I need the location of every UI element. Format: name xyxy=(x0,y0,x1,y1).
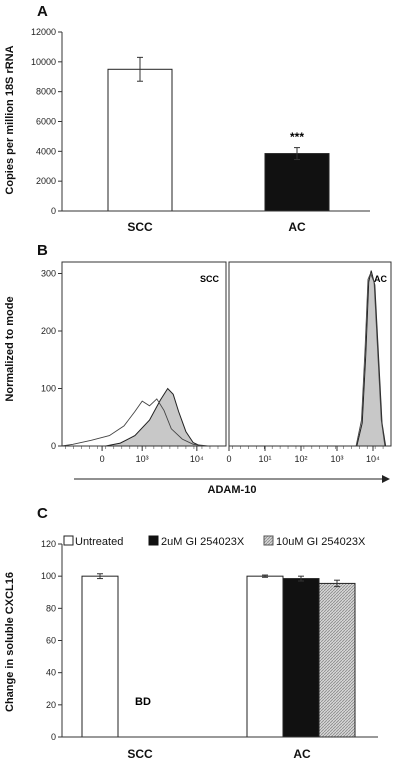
panel-a-y-tick-label: 10000 xyxy=(31,57,56,67)
panel-a-y-tick-label: 6000 xyxy=(36,117,56,127)
panel-c-error-bar xyxy=(97,573,103,580)
panel-b-label-scc: SCC xyxy=(200,274,220,284)
panel-b-scc-x-tick-label: 0 xyxy=(100,454,105,464)
panel-b-ac-x-tick-label: 0 xyxy=(226,454,231,464)
panel-b-ac-outline-histogram xyxy=(229,272,391,447)
panel-b-ac-filled-histogram xyxy=(229,270,391,447)
panel-b-histogram-ac: 0 10¹ 10² 10³ 10⁴ xyxy=(226,270,391,464)
panel-a-y-axis: 0 2000 4000 6000 8000 10000 12000 xyxy=(31,27,62,216)
panel-c-bd-annotation: BD xyxy=(135,696,151,708)
panel-b-letter: B xyxy=(37,242,48,259)
panel-a-y-tick-label: 4000 xyxy=(36,146,56,156)
panel-b-scc-outline-histogram xyxy=(61,398,226,447)
panel-a-error-bar-scc xyxy=(137,56,143,82)
panel-c-legend: Untreated 2uM GI 254023X 10uM GI 254023X xyxy=(63,535,366,548)
panel-a-bar-scc xyxy=(107,68,173,212)
legend-label-10um: 10uM GI 254023X xyxy=(276,536,366,548)
panel-a-y-tick-label: 12000 xyxy=(31,27,56,37)
legend-swatch-untreated xyxy=(63,535,74,546)
panel-c-y-axis: 0 20 40 60 80 100 120 xyxy=(41,539,62,742)
panel-c-y-tick-label: 40 xyxy=(46,668,56,678)
panel-b-ac-x-tick-label: 10² xyxy=(294,454,307,464)
panel-b-y-tick-label: 200 xyxy=(41,326,56,336)
panel-b-y-tick-label: 300 xyxy=(41,269,56,279)
panel-c-error-bar xyxy=(262,574,268,578)
panel-b-xlabel: ADAM-10 xyxy=(208,484,257,496)
panel-b-scc-x-tick-label: 10³ xyxy=(136,454,149,464)
panel-a-category-ac: AC xyxy=(288,220,306,234)
panel-c-category-ac: AC xyxy=(293,747,311,761)
panel-c-y-tick-label: 20 xyxy=(46,700,56,710)
legend-swatch-10um xyxy=(263,535,274,546)
panel-a-significance: *** xyxy=(290,130,304,144)
panel-b-frame-scc xyxy=(61,261,227,447)
panel-c-bar-scc-series-0 xyxy=(81,575,119,738)
panel-c-y-tick-label: 120 xyxy=(41,539,56,549)
panel-c-bars xyxy=(81,573,356,738)
panel-a: A Copies per million 18S rRNA 0 2000 4000 6… xyxy=(4,3,370,234)
panel-c-bar-ac-series-2 xyxy=(318,582,356,738)
panel-b-histogram-scc: 0 10³ 10⁴ xyxy=(61,387,226,464)
panel-a-y-tick-label: 0 xyxy=(51,206,56,216)
panel-c-y-tick-label: 80 xyxy=(46,603,56,613)
panel-b-ac-x-tick-label: 10¹ xyxy=(258,454,271,464)
panel-c-bar-ac-series-0 xyxy=(246,575,284,738)
panel-a-letter: A xyxy=(37,3,48,20)
panel-a-y-tick-label: 8000 xyxy=(36,87,56,97)
panel-c-error-bar xyxy=(334,579,340,588)
panel-c: C Change in soluble CXCL16 0 20 40 60 80 100 1… xyxy=(4,505,378,761)
panel-a-bar-ac xyxy=(264,153,330,212)
legend-swatch-2um xyxy=(148,535,159,546)
panel-b-ac-x-tick-label: 10³ xyxy=(330,454,343,464)
panel-b-scc-x-tick-label: 10⁴ xyxy=(190,454,204,464)
panel-c-y-tick-label: 100 xyxy=(41,571,56,581)
panel-c-category-scc: SCC xyxy=(127,747,153,761)
legend-label-2um: 2uM GI 254023X xyxy=(161,536,245,548)
panel-a-ylabel: Copies per million 18S rRNA xyxy=(4,45,16,194)
panel-a-category-scc: SCC xyxy=(127,220,153,234)
panel-a-y-tick-label: 2000 xyxy=(36,176,56,186)
panel-b-ac-x-tick-label: 10⁴ xyxy=(366,454,380,464)
panel-c-error-bar xyxy=(298,575,304,582)
panel-c-ylabel: Change in soluble CXCL16 xyxy=(4,572,16,712)
panel-b-arrow-head xyxy=(382,475,390,483)
legend-label-untreated: Untreated xyxy=(75,536,123,548)
panel-b-y-tick-label: 0 xyxy=(51,441,56,451)
panel-c-letter: C xyxy=(37,505,48,522)
panel-b-ylabel: Normalized to mode xyxy=(4,296,16,401)
panel-c-y-tick-label: 60 xyxy=(46,636,56,646)
panel-c-bar-ac-series-1 xyxy=(282,578,320,738)
panel-b-y-tick-label: 100 xyxy=(41,384,56,394)
panel-b-label-ac: AC xyxy=(374,274,387,284)
panel-b-scc-filled-histogram xyxy=(62,387,226,447)
panel-b-y-axis: 0 100 200 300 xyxy=(41,269,62,451)
panel-a-error-bar-ac xyxy=(294,147,300,161)
panel-b-frame-ac xyxy=(228,261,392,447)
panel-c-y-tick-label: 0 xyxy=(51,732,56,742)
